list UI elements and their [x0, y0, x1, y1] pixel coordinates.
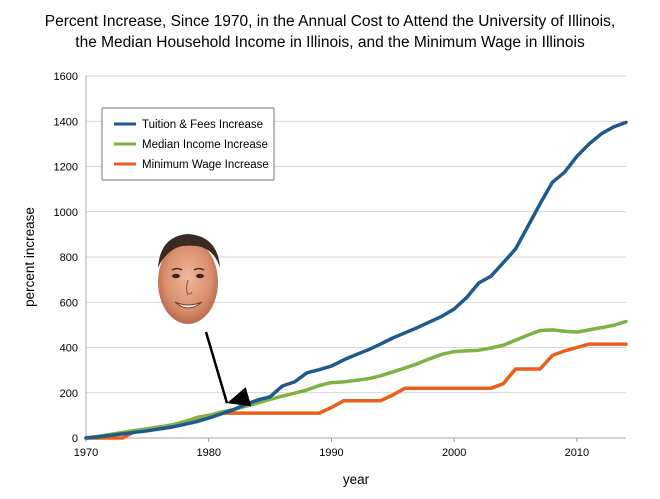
y-tick-label: 400: [60, 343, 78, 355]
y-axis-ticks: 0 200 400 600 800 1000 1200 1400 1600: [54, 71, 78, 445]
series-line-0: [84, 120, 628, 440]
y-tick-label: 1000: [54, 207, 78, 219]
y-tick-label: 200: [60, 388, 78, 400]
x-tick-label: 1990: [319, 447, 343, 459]
smile-shape: [174, 301, 203, 309]
plot-area: [85, 76, 626, 439]
portrait-illustration: [158, 234, 220, 324]
x-axis-ticks: 1970 1980 1990 2000 2010: [74, 438, 589, 459]
hair-shape: [158, 234, 220, 268]
y-axis-label: percent increase: [22, 207, 37, 307]
x-tick-label: 2010: [565, 447, 589, 459]
chart-title-line-1: Percent Increase, Since 1970, in the Ann…: [44, 13, 616, 30]
x-tick-label: 2000: [442, 447, 466, 459]
left-eye: [172, 273, 180, 279]
x-tick-label: 1980: [196, 447, 220, 459]
y-tick-label: 1400: [54, 116, 78, 128]
annotation-arrow: [204, 331, 252, 407]
series-line-1: [84, 319, 628, 440]
y-tick-label: 1600: [54, 71, 78, 83]
y-tick-label: 600: [60, 297, 78, 309]
legend: Tuition & Fees Increase Median Income Inc…: [101, 107, 275, 181]
x-tick-label: 1970: [74, 447, 98, 459]
legend-entry: Tuition & Fees Increase: [142, 119, 263, 131]
series-lines: [84, 120, 628, 440]
chart-title: Percent Increase, Since 1970, in the Ann…: [0, 11, 660, 53]
series-line-2: [84, 342, 628, 440]
right-eye: [196, 273, 204, 279]
y-tick-label: 0: [72, 433, 78, 445]
y-tick-label: 800: [60, 252, 78, 264]
legend-entry: Median Income Increase: [142, 139, 268, 151]
legend-entry: Minimum Wage Increase: [142, 159, 269, 171]
chart-title-line-2: the Median Household Income in Illinois,…: [75, 34, 585, 51]
x-axis-label: year: [343, 472, 370, 487]
y-tick-label: 1200: [54, 162, 78, 174]
